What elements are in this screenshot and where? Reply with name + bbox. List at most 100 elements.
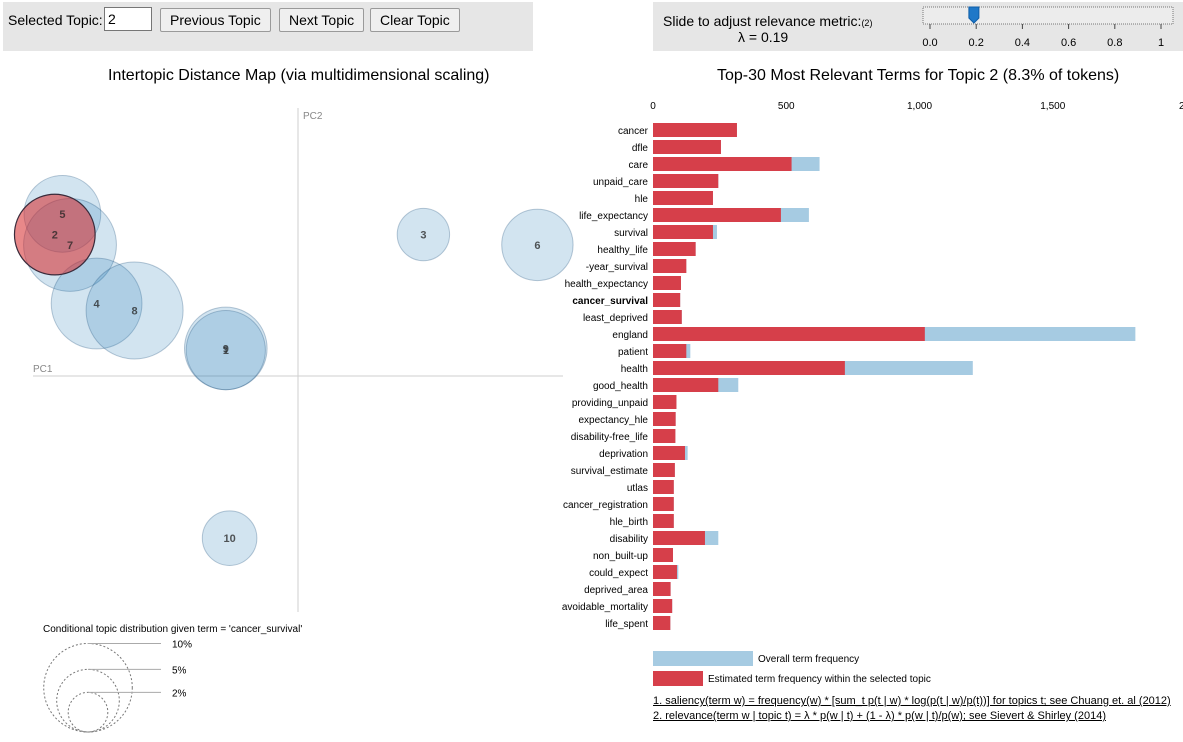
- topic-number-label: 1: [223, 345, 229, 357]
- term-label[interactable]: england: [612, 330, 648, 341]
- term-label[interactable]: health: [621, 364, 648, 375]
- term-label[interactable]: could_expect: [589, 568, 648, 579]
- term-label[interactable]: cancer_registration: [563, 500, 648, 511]
- term-label[interactable]: non_built-up: [593, 551, 648, 562]
- term-label[interactable]: unpaid_care: [593, 177, 648, 188]
- topic-number-label: 4: [94, 299, 101, 311]
- topic-frequency-bar[interactable]: [653, 616, 671, 630]
- topic-frequency-bar[interactable]: [653, 395, 677, 409]
- term-label[interactable]: -year_survival: [586, 262, 648, 273]
- term-label[interactable]: deprived_area: [584, 585, 648, 596]
- topic-frequency-bar[interactable]: [653, 191, 713, 205]
- topic-frequency-bar[interactable]: [653, 599, 673, 613]
- topic-circle-selected[interactable]: [13, 193, 96, 276]
- term-label[interactable]: least_deprived: [583, 313, 648, 324]
- term-label[interactable]: hle_birth: [610, 517, 648, 528]
- topic-circle[interactable]: [185, 310, 266, 391]
- topic-circle[interactable]: [184, 306, 268, 391]
- term-label[interactable]: dfle: [632, 143, 649, 154]
- topic-frequency-bar[interactable]: [653, 242, 696, 256]
- slider-tick-label: 0.4: [1015, 37, 1030, 49]
- term-label[interactable]: disability-free_life: [571, 432, 649, 443]
- topic-number-label: 7: [67, 240, 73, 252]
- topic-number-label: 10: [223, 533, 235, 545]
- term-label[interactable]: health_expectancy: [565, 279, 648, 290]
- term-label[interactable]: utlas: [627, 483, 648, 494]
- topic-frequency-bar[interactable]: [653, 157, 792, 171]
- topic-circle[interactable]: [501, 208, 574, 282]
- topic-frequency-bar[interactable]: [653, 310, 682, 324]
- selected-topic-input[interactable]: [104, 7, 152, 31]
- term-label[interactable]: care: [629, 160, 649, 171]
- slider-tick-label: 0.0: [922, 37, 937, 49]
- term-label[interactable]: survival_estimate: [571, 466, 649, 477]
- topic-frequency-bar[interactable]: [653, 378, 719, 392]
- relevance-slider-label-text: Slide to adjust relevance metric:: [663, 13, 862, 29]
- term-label[interactable]: cancer_survival: [572, 296, 648, 307]
- clear-topic-button[interactable]: Clear Topic: [370, 8, 460, 32]
- size-legend-label: 2%: [172, 688, 187, 699]
- topic-frequency-bar[interactable]: [653, 480, 674, 494]
- topic-frequency-bar[interactable]: [653, 463, 675, 477]
- bar-x-tick-label: 1,500: [1040, 101, 1065, 112]
- topic-frequency-bar[interactable]: [653, 497, 674, 511]
- term-label[interactable]: patient: [618, 347, 648, 358]
- topic-frequency-bar[interactable]: [653, 531, 705, 545]
- top-terms-title: Top-30 Most Relevant Terms for Topic 2 (…: [717, 67, 1120, 84]
- legend-swatch-overall: [653, 651, 753, 666]
- relevance-slider-track[interactable]: [922, 6, 1174, 25]
- legend-label-overall: Overall term frequency: [758, 654, 859, 665]
- relevance-footnote-ref: (2): [861, 18, 873, 28]
- selected-topic-label: Selected Topic:: [8, 12, 103, 28]
- topic-frequency-bar[interactable]: [653, 565, 677, 579]
- pc2-axis-label: PC2: [303, 111, 323, 122]
- term-label[interactable]: survival: [614, 228, 648, 239]
- legend-label-topic: Estimated term frequency within the sele…: [708, 674, 931, 685]
- topic-frequency-bar[interactable]: [653, 276, 681, 290]
- topic-circle[interactable]: [85, 261, 184, 360]
- topic-frequency-bar[interactable]: [653, 514, 674, 528]
- topic-frequency-bar[interactable]: [653, 259, 687, 273]
- topic-frequency-bar[interactable]: [653, 123, 737, 137]
- topic-frequency-bar[interactable]: [653, 429, 676, 443]
- topic-frequency-bar[interactable]: [653, 225, 713, 239]
- topic-circle[interactable]: [50, 257, 143, 350]
- term-label[interactable]: disability: [610, 534, 648, 545]
- term-label[interactable]: cancer: [618, 126, 649, 137]
- topic-frequency-bar[interactable]: [653, 412, 676, 426]
- topic-number-label: 8: [132, 305, 138, 317]
- topic-circle[interactable]: [201, 510, 258, 566]
- topic-frequency-bar[interactable]: [653, 446, 685, 460]
- bar-x-tick-label: 1,000: [907, 101, 932, 112]
- topic-frequency-bar[interactable]: [653, 548, 673, 562]
- legend-swatch-topic: [653, 671, 703, 686]
- lambda-readout: λ = 0.19: [738, 29, 789, 45]
- term-label[interactable]: providing_unpaid: [572, 398, 648, 409]
- topic-circle[interactable]: [396, 207, 451, 262]
- size-legend-title: Conditional topic distribution given ter…: [43, 624, 302, 635]
- topic-number-label: 6: [534, 240, 540, 252]
- term-label[interactable]: expectancy_hle: [579, 415, 649, 426]
- topic-frequency-bar[interactable]: [653, 208, 781, 222]
- topic-frequency-bar[interactable]: [653, 327, 925, 341]
- topic-frequency-bar[interactable]: [653, 344, 687, 358]
- footnote-relevance: 2. relevance(term w | topic t) = λ * p(w…: [653, 710, 1106, 722]
- term-label[interactable]: good_health: [593, 381, 648, 392]
- topic-frequency-bar[interactable]: [653, 140, 721, 154]
- term-label[interactable]: hle: [635, 194, 649, 205]
- topic-frequency-bar[interactable]: [653, 361, 845, 375]
- term-label[interactable]: healthy_life: [597, 245, 648, 256]
- term-label[interactable]: avoidable_mortality: [562, 602, 648, 613]
- topic-number-label: 2: [52, 230, 58, 242]
- topic-frequency-bar[interactable]: [653, 582, 671, 596]
- next-topic-button[interactable]: Next Topic: [279, 8, 365, 32]
- term-label[interactable]: deprivation: [599, 449, 648, 460]
- slider-tick-label: 1: [1158, 37, 1164, 49]
- term-label[interactable]: life_expectancy: [579, 211, 648, 222]
- previous-topic-button[interactable]: Previous Topic: [160, 8, 271, 32]
- topic-frequency-bar[interactable]: [653, 174, 719, 188]
- term-label[interactable]: life_spent: [605, 619, 648, 630]
- topic-frequency-bar[interactable]: [653, 293, 681, 307]
- slider-tick-label: 0.2: [969, 37, 984, 49]
- relevance-slider-handle[interactable]: [968, 6, 980, 24]
